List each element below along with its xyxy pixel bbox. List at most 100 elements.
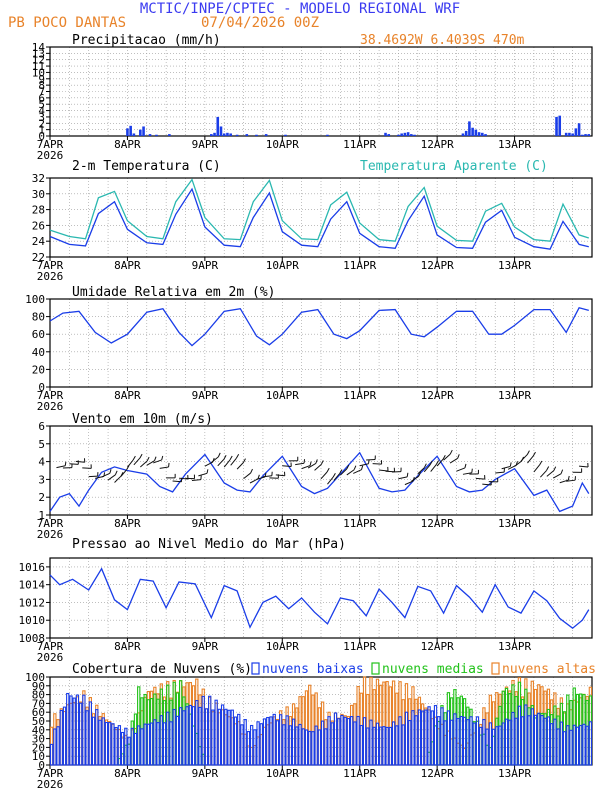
cloud-bar-low xyxy=(359,724,363,766)
precip-bar xyxy=(148,134,152,136)
precip-bar xyxy=(568,132,571,136)
precip-bar xyxy=(400,133,403,136)
cloud-bar-low xyxy=(459,715,464,766)
wind-barb xyxy=(275,474,285,477)
cloud-bar-low xyxy=(143,723,147,766)
wind-barb xyxy=(320,471,328,480)
cloud-bar-low xyxy=(98,719,102,766)
cloud-bar-low xyxy=(585,725,589,766)
y-tick-label: 5 xyxy=(38,98,45,111)
cloud-bar-low xyxy=(204,708,209,766)
wind-barb xyxy=(456,467,466,472)
precip-bar xyxy=(284,134,287,136)
wind-barb xyxy=(114,475,122,483)
wind-barb-feather xyxy=(326,467,330,473)
wind-barb-feather xyxy=(154,456,157,461)
wind-barb xyxy=(404,480,414,486)
wind-barb-feather xyxy=(442,454,446,460)
wind-barb-feather xyxy=(64,461,67,466)
x-tick-label: 8APR xyxy=(114,767,141,780)
x-tick-label: 8APR xyxy=(114,259,141,272)
x-tick-label: 13APR xyxy=(498,517,531,530)
wind-barb-feather xyxy=(423,463,427,468)
cloud-bar-low xyxy=(140,728,144,766)
station-coords: 38.4692W 6.4039S 470m xyxy=(360,33,525,48)
precip-bar xyxy=(168,134,171,136)
y-tick-label: 60 xyxy=(32,706,45,719)
cloud-bar-low xyxy=(198,706,202,766)
precip-bar xyxy=(397,134,400,136)
series-line-1-1 xyxy=(49,178,589,242)
wind-barb-feather xyxy=(161,455,164,461)
cloud-bar-low xyxy=(491,728,496,766)
wind-barb xyxy=(559,479,569,484)
wind-barb xyxy=(243,472,251,480)
cloud-bar-low xyxy=(340,714,344,766)
panel-3: 1 2 3 4 5 6 7APR 8APR 9APR 10APR 11APR 12APR 13APR 20… xyxy=(37,412,593,541)
cloud-bar-low xyxy=(437,716,441,766)
wind-barb xyxy=(366,458,376,461)
cloud-bar-low xyxy=(211,709,215,766)
cloud-bar-low xyxy=(101,717,105,766)
cloud-bar-low xyxy=(266,716,270,766)
cloud-bar-low xyxy=(433,705,438,766)
cloud-bar-low xyxy=(382,726,386,766)
cloud-bar-low xyxy=(537,712,541,766)
wind-barb-feather xyxy=(114,470,118,476)
precip-bar xyxy=(464,130,468,136)
wind-barb xyxy=(204,461,214,467)
wind-barb xyxy=(449,457,458,464)
wind-barb-feather xyxy=(315,459,318,464)
precip-bar xyxy=(213,132,216,136)
precip-bar xyxy=(222,133,226,136)
wind-barb-feather xyxy=(217,452,221,458)
x-tick-label: 8APR xyxy=(114,389,141,402)
cloud-bar-low xyxy=(527,715,531,766)
precip-bar xyxy=(139,129,142,136)
cloud-bar-low xyxy=(120,731,125,766)
x-axis-year: 2026 xyxy=(37,149,64,162)
precip-bar xyxy=(481,132,484,136)
precip-bar xyxy=(235,134,239,136)
wind-barb-feather xyxy=(109,469,112,474)
wind-barb-feather xyxy=(242,458,246,463)
cloud-bar-low xyxy=(301,728,305,766)
wind-barb xyxy=(475,477,485,480)
wind-barb xyxy=(353,469,362,474)
cloud-bar-low xyxy=(540,715,544,766)
wind-barb xyxy=(307,463,317,469)
x-tick-label: 11APR xyxy=(343,517,376,530)
cloud-bar-low xyxy=(220,704,225,766)
x-tick-label: 7APR xyxy=(37,389,64,402)
x-tick-label: 9APR xyxy=(192,640,219,653)
cloud-bar-low xyxy=(588,721,593,766)
wind-barb xyxy=(501,465,511,470)
wind-barb xyxy=(159,466,169,469)
wind-barb xyxy=(423,464,431,473)
panel-1: 22 24 26 28 30 32 7APR 8APR 9APR 10APR 11APR 12APR 1… xyxy=(32,159,593,283)
wind-barb-feather xyxy=(457,454,460,459)
cloud-bar-low xyxy=(104,721,109,766)
y-tick-label: 1 xyxy=(38,509,45,522)
y-tick-label: 14 xyxy=(32,41,46,54)
precip-bar xyxy=(126,128,129,136)
cloud-bar-low xyxy=(188,704,193,766)
cloud-bar-low xyxy=(346,717,351,766)
wind-barb-feather xyxy=(346,464,350,470)
cloud-bar-low xyxy=(272,713,276,766)
wind-barb-feather xyxy=(139,453,143,459)
y-tick-label: 8 xyxy=(38,79,45,92)
cloud-bar-low xyxy=(430,710,434,766)
wind-barb xyxy=(230,457,237,466)
wind-barb xyxy=(75,460,85,463)
panel-frame xyxy=(49,177,593,258)
x-tick-label: 12APR xyxy=(421,640,454,653)
wind-barb-feather xyxy=(429,460,433,466)
panel-2: 0 20 40 60 80 100 7APR 8APR 9APR 10APR 11APR 12APR 1… xyxy=(25,285,593,413)
cloud-bar-low xyxy=(175,715,180,766)
x-tick-label: 10APR xyxy=(266,138,299,151)
precip-bar xyxy=(587,134,591,136)
cloud-legend-swatch xyxy=(371,662,380,675)
precip-bar xyxy=(129,125,132,136)
